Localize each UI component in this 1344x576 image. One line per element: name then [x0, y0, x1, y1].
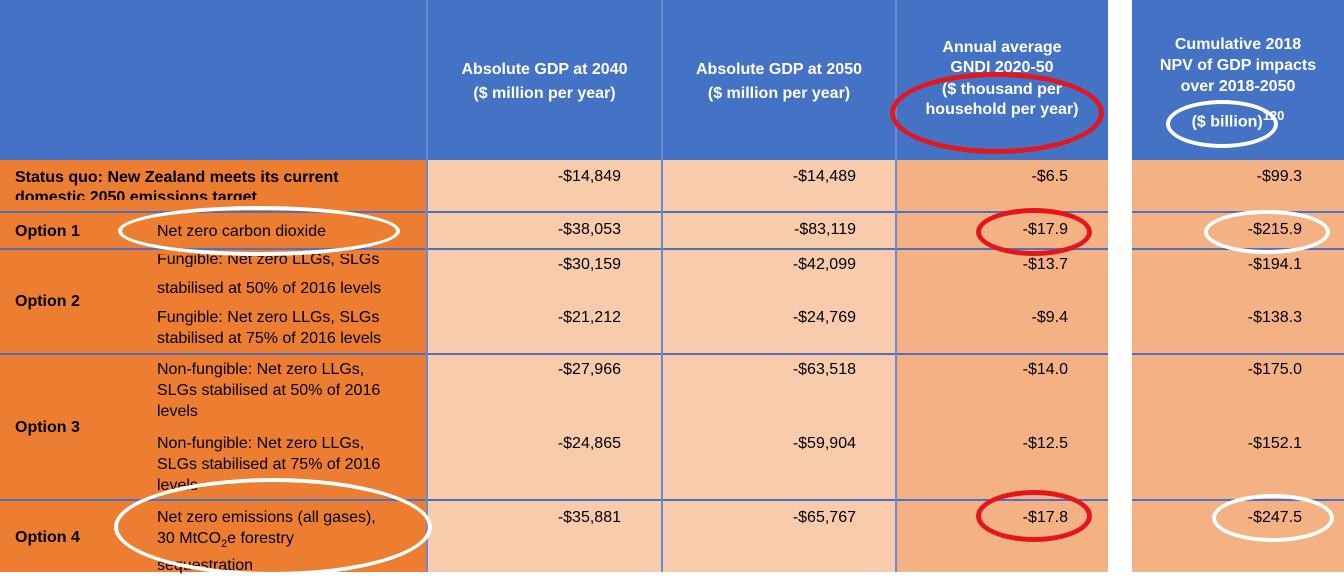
option2b-desc-line2: stabilised at 75% of 2016 levels [157, 330, 382, 347]
header-npv-line1: Cumulative 2018 [1174, 36, 1302, 53]
status-quo-gndi: -$6.5 [1031, 168, 1068, 185]
option3b-gdp2050: -$59,904 [792, 435, 856, 452]
option2b-npv: -$138.3 [1247, 309, 1302, 326]
header-npv-line4: ($ billion)120 [1132, 105, 1344, 132]
option1-gdp2040: -$38,053 [557, 221, 621, 238]
gndi-column [896, 160, 1108, 572]
option1-gdp2050: -$83,119 [794, 221, 856, 238]
option3-label: Option 3 [15, 419, 80, 436]
option3b-desc-line3: levels [157, 477, 198, 494]
option2-label: Option 2 [15, 293, 80, 310]
option3a-npv: -$175.0 [1247, 361, 1302, 378]
option3a-desc-line2: SLGs stabilised at 50% of 2016 [157, 382, 381, 399]
npv-column [1132, 160, 1344, 572]
option2a-gdp2040: -$30,159 [557, 256, 621, 273]
option4-npv: -$247.5 [1247, 509, 1302, 526]
option2b-gndi: -$9.4 [1031, 309, 1068, 326]
option3b-npv: -$152.1 [1247, 435, 1302, 452]
row-divider [0, 211, 1108, 213]
header-gndi-line1: Annual average [942, 39, 1062, 56]
label-column [0, 160, 427, 572]
header-gdp2040-title: Absolute GDP at 2040 [461, 61, 628, 78]
option2b-gdp2040: -$21,212 [557, 309, 621, 326]
row-divider [1132, 248, 1344, 250]
header-gdp2050-title: Absolute GDP at 2050 [696, 61, 862, 78]
row-divider [0, 353, 1108, 355]
option3a-gdp2040: -$27,966 [557, 361, 621, 378]
header-npv-unit: ($ billion) [1191, 113, 1263, 131]
row-divider [0, 248, 1108, 250]
option3a-gndi: -$14.0 [1022, 361, 1068, 378]
option2a-npv: -$194.1 [1247, 256, 1302, 273]
option3b-gdp2040: -$24,865 [557, 435, 621, 452]
option4-gdp2050: -$65,767 [792, 509, 856, 526]
status-quo-npv: -$99.3 [1256, 168, 1302, 185]
option4-desc-line2-post: e forestry [227, 530, 294, 547]
column-divider [661, 0, 663, 572]
column-gap [1108, 0, 1132, 572]
status-quo-line1: Status quo: New Zealand meets its curren… [15, 169, 339, 186]
column-divider [426, 0, 428, 572]
header-gdp2050-unit: ($ million per year) [707, 85, 851, 102]
header-npv-superscript: 120 [1262, 108, 1285, 123]
option2b-desc-line1: Fungible: Net zero LLGs, SLGs [157, 309, 380, 326]
header-gndi-line3: ($ thousand per [941, 81, 1062, 98]
row-divider [1132, 211, 1344, 213]
option2b-desc: Fungible: Net zero LLGs, SLGs stabilised… [157, 307, 381, 349]
option1-desc: Net zero carbon dioxide [157, 223, 326, 240]
option2a-desc: Fungible: Net zero LLGs, SLGs stabilised… [157, 254, 381, 299]
status-quo-gdp2050: -$14,489 [792, 168, 856, 185]
option4-gdp2040: -$35,881 [557, 509, 621, 526]
option4-desc-line2-pre: 30 MtCO [157, 530, 222, 547]
option3a-desc-line3: levels [157, 403, 198, 420]
status-quo-gdp2040: -$14,849 [557, 168, 621, 185]
header-gndi-line2: GNDI 2020-50 [950, 59, 1054, 72]
option3b-gndi: -$12.5 [1022, 435, 1068, 452]
option2a-desc-line1: Fungible: Net zero LLGs, SLGs [157, 254, 380, 267]
option2a-gndi: -$13.7 [1022, 256, 1068, 273]
option2a-gdp2050: -$42,099 [792, 256, 856, 273]
option3b-desc: Non-fungible: Net zero LLGs, SLGs stabil… [157, 433, 380, 496]
option4-desc-line2: 30 MtCO2e forestry [157, 528, 376, 555]
gdp2050-column [662, 160, 896, 572]
option1-npv: -$215.9 [1247, 221, 1302, 238]
option4-desc-line1: Net zero emissions (all gases), [157, 509, 376, 526]
header-npv: Cumulative 2018 NPV of GDP impacts over … [1132, 34, 1344, 132]
option4-desc: Net zero emissions (all gases), 30 MtCO2… [157, 507, 376, 576]
column-divider [895, 0, 897, 572]
header-gdp2040-unit: ($ million per year) [473, 85, 616, 102]
option3a-desc-line1: Non-fungible: Net zero LLGs, [157, 361, 365, 378]
row-divider [1132, 353, 1344, 355]
status-quo-line2: domestic 2050 emissions target [15, 189, 257, 200]
option4-gndi: -$17.8 [1022, 509, 1068, 526]
header-gdp2050: Absolute GDP at 2050 ($ million per year… [662, 58, 896, 106]
header-band-left [0, 0, 1108, 160]
header-gndi-line4: household per year) [925, 101, 1079, 118]
header-npv-line3: over 2018-2050 [1180, 78, 1296, 95]
option2b-gdp2050: -$24,769 [792, 309, 856, 326]
option3a-gdp2050: -$63,518 [792, 361, 856, 378]
header-gndi: Annual average GNDI 2020-50 ($ thousand … [896, 38, 1108, 120]
option3b-desc-line2: SLGs stabilised at 75% of 2016 [157, 456, 381, 473]
option3b-desc-line1: Non-fungible: Net zero LLGs, [157, 435, 365, 452]
option2a-desc-line2: stabilised at 50% of 2016 levels [157, 280, 382, 297]
row-divider [1132, 499, 1344, 501]
header-npv-line2: NPV of GDP impacts [1159, 57, 1317, 74]
row-divider [0, 499, 1108, 501]
option4-label: Option 4 [15, 529, 80, 546]
option1-label: Option 1 [15, 223, 80, 240]
option1-gndi: -$17.9 [1022, 221, 1068, 238]
header-gdp2040: Absolute GDP at 2040 ($ million per year… [427, 58, 662, 106]
gdp2040-column [427, 160, 662, 572]
status-quo-label: Status quo: New Zealand meets its curren… [15, 168, 339, 200]
option3a-desc: Non-fungible: Net zero LLGs, SLGs stabil… [157, 359, 380, 422]
option4-desc-line3: sequestration [157, 557, 254, 575]
option4-desc-line2-sub: 2 [221, 538, 228, 551]
